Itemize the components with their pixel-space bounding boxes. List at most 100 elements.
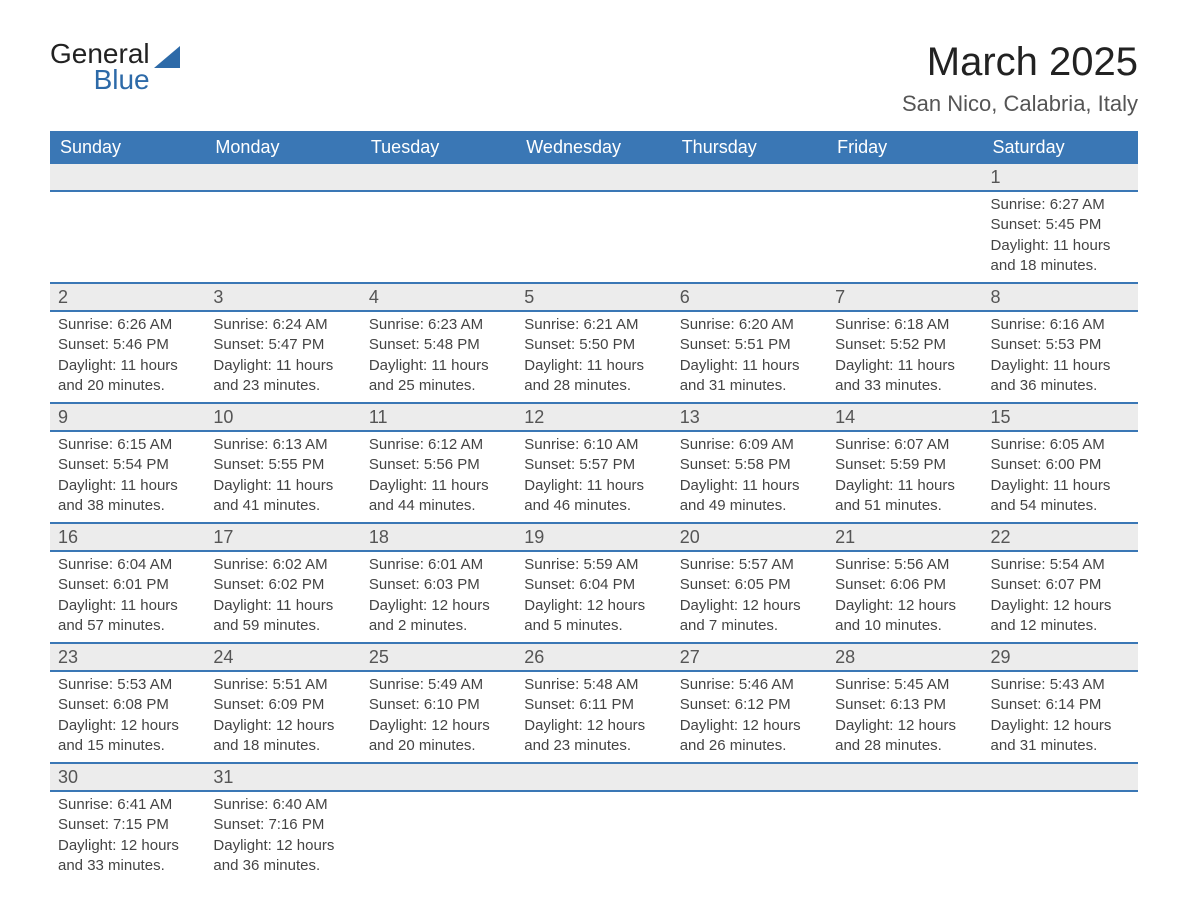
day-number-cell: 31 [205, 763, 360, 791]
day-detail-line: Sunrise: 6:02 AM [213, 555, 352, 575]
day-detail-line: Sunrise: 6:20 AM [680, 315, 819, 335]
day-detail-line: Sunrise: 5:49 AM [369, 675, 508, 695]
day-number-cell: 8 [983, 283, 1138, 311]
day-detail-line: Sunrise: 6:01 AM [369, 555, 508, 575]
day-detail-cell [827, 191, 982, 283]
day-detail-cell [205, 191, 360, 283]
weekday-header: Wednesday [516, 131, 671, 164]
day-detail-line: Sunset: 5:57 PM [524, 455, 663, 475]
day-number-cell [516, 763, 671, 791]
day-detail-line: Daylight: 12 hours and 5 minutes. [524, 596, 663, 637]
brand-sail-icon [154, 46, 180, 68]
day-detail-line: Sunrise: 5:51 AM [213, 675, 352, 695]
day-detail-line: Daylight: 11 hours and 18 minutes. [991, 236, 1130, 277]
day-detail-cell: Sunrise: 6:23 AMSunset: 5:48 PMDaylight:… [361, 311, 516, 403]
day-detail-line: Sunset: 6:13 PM [835, 695, 974, 715]
day-detail-cell: Sunrise: 5:57 AMSunset: 6:05 PMDaylight:… [672, 551, 827, 643]
day-number-cell [983, 763, 1138, 791]
day-number-cell: 25 [361, 643, 516, 671]
day-detail-line: Daylight: 12 hours and 10 minutes. [835, 596, 974, 637]
day-detail-cell: Sunrise: 6:20 AMSunset: 5:51 PMDaylight:… [672, 311, 827, 403]
day-detail-cell: Sunrise: 6:02 AMSunset: 6:02 PMDaylight:… [205, 551, 360, 643]
day-detail-line: Sunset: 5:55 PM [213, 455, 352, 475]
day-detail-line: Sunset: 6:09 PM [213, 695, 352, 715]
day-detail-line: Daylight: 11 hours and 31 minutes. [680, 356, 819, 397]
day-detail-cell: Sunrise: 6:15 AMSunset: 5:54 PMDaylight:… [50, 431, 205, 523]
day-detail-line: Daylight: 11 hours and 33 minutes. [835, 356, 974, 397]
day-detail-line: Sunrise: 6:15 AM [58, 435, 197, 455]
day-detail-cell: Sunrise: 6:16 AMSunset: 5:53 PMDaylight:… [983, 311, 1138, 403]
day-number-cell: 21 [827, 523, 982, 551]
day-detail-cell: Sunrise: 6:27 AMSunset: 5:45 PMDaylight:… [983, 191, 1138, 283]
day-detail-line: Daylight: 11 hours and 54 minutes. [991, 476, 1130, 517]
calendar-table: SundayMondayTuesdayWednesdayThursdayFrid… [50, 131, 1138, 882]
day-detail-line: Sunrise: 6:23 AM [369, 315, 508, 335]
day-detail-cell: Sunrise: 6:12 AMSunset: 5:56 PMDaylight:… [361, 431, 516, 523]
day-detail-line: Sunrise: 6:04 AM [58, 555, 197, 575]
day-detail-cell: Sunrise: 5:54 AMSunset: 6:07 PMDaylight:… [983, 551, 1138, 643]
day-number-cell: 10 [205, 403, 360, 431]
day-detail-cell: Sunrise: 5:53 AMSunset: 6:08 PMDaylight:… [50, 671, 205, 763]
day-number-cell: 19 [516, 523, 671, 551]
day-number-cell: 29 [983, 643, 1138, 671]
day-number-cell: 20 [672, 523, 827, 551]
day-detail-line: Sunrise: 5:56 AM [835, 555, 974, 575]
day-detail-line: Sunset: 5:52 PM [835, 335, 974, 355]
day-detail-line: Sunrise: 5:57 AM [680, 555, 819, 575]
day-number-cell: 24 [205, 643, 360, 671]
day-detail-line: Sunrise: 6:18 AM [835, 315, 974, 335]
day-detail-line: Sunset: 5:47 PM [213, 335, 352, 355]
header: General Blue March 2025 San Nico, Calabr… [50, 40, 1138, 117]
day-number-cell: 17 [205, 523, 360, 551]
day-detail-line: Daylight: 11 hours and 23 minutes. [213, 356, 352, 397]
day-detail-line: Sunset: 7:16 PM [213, 815, 352, 835]
day-detail-line: Daylight: 12 hours and 20 minutes. [369, 716, 508, 757]
day-detail-line: Sunset: 5:53 PM [991, 335, 1130, 355]
day-number-cell [672, 164, 827, 191]
day-detail-line: Daylight: 12 hours and 26 minutes. [680, 716, 819, 757]
day-detail-cell [672, 191, 827, 283]
day-detail-line: Sunrise: 6:13 AM [213, 435, 352, 455]
day-detail-line: Daylight: 11 hours and 44 minutes. [369, 476, 508, 517]
day-detail-cell: Sunrise: 5:46 AMSunset: 6:12 PMDaylight:… [672, 671, 827, 763]
day-number-cell: 11 [361, 403, 516, 431]
day-detail-line: Daylight: 11 hours and 51 minutes. [835, 476, 974, 517]
day-detail-cell [516, 191, 671, 283]
day-detail-line: Sunset: 6:12 PM [680, 695, 819, 715]
day-detail-cell [361, 191, 516, 283]
day-number-cell [827, 164, 982, 191]
day-detail-line: Sunrise: 6:12 AM [369, 435, 508, 455]
day-detail-line: Daylight: 11 hours and 49 minutes. [680, 476, 819, 517]
day-detail-line: Sunrise: 6:40 AM [213, 795, 352, 815]
day-detail-cell: Sunrise: 5:45 AMSunset: 6:13 PMDaylight:… [827, 671, 982, 763]
day-detail-cell: Sunrise: 6:40 AMSunset: 7:16 PMDaylight:… [205, 791, 360, 882]
day-detail-line: Daylight: 11 hours and 57 minutes. [58, 596, 197, 637]
day-detail-line: Sunrise: 5:48 AM [524, 675, 663, 695]
day-detail-line: Daylight: 12 hours and 2 minutes. [369, 596, 508, 637]
day-detail-cell: Sunrise: 6:05 AMSunset: 6:00 PMDaylight:… [983, 431, 1138, 523]
day-number-cell: 26 [516, 643, 671, 671]
day-number-cell: 15 [983, 403, 1138, 431]
day-detail-line: Sunset: 6:04 PM [524, 575, 663, 595]
day-detail-cell [827, 791, 982, 882]
day-detail-line: Sunrise: 6:16 AM [991, 315, 1130, 335]
day-detail-line: Sunset: 6:00 PM [991, 455, 1130, 475]
calendar-header-row: SundayMondayTuesdayWednesdayThursdayFrid… [50, 131, 1138, 164]
day-detail-line: Sunrise: 5:46 AM [680, 675, 819, 695]
day-number-cell: 22 [983, 523, 1138, 551]
brand-text: General Blue [50, 40, 150, 94]
day-detail-cell [983, 791, 1138, 882]
day-detail-line: Sunrise: 6:21 AM [524, 315, 663, 335]
day-detail-line: Sunrise: 6:09 AM [680, 435, 819, 455]
day-number-cell [50, 164, 205, 191]
day-detail-line: Sunset: 6:10 PM [369, 695, 508, 715]
page-title: March 2025 [902, 40, 1138, 85]
day-number-cell [827, 763, 982, 791]
day-detail-cell: Sunrise: 6:41 AMSunset: 7:15 PMDaylight:… [50, 791, 205, 882]
day-number-cell [205, 164, 360, 191]
day-number-cell: 9 [50, 403, 205, 431]
day-detail-cell: Sunrise: 6:01 AMSunset: 6:03 PMDaylight:… [361, 551, 516, 643]
brand-word2: Blue [50, 66, 150, 94]
day-number-cell: 23 [50, 643, 205, 671]
day-detail-line: Sunset: 6:02 PM [213, 575, 352, 595]
